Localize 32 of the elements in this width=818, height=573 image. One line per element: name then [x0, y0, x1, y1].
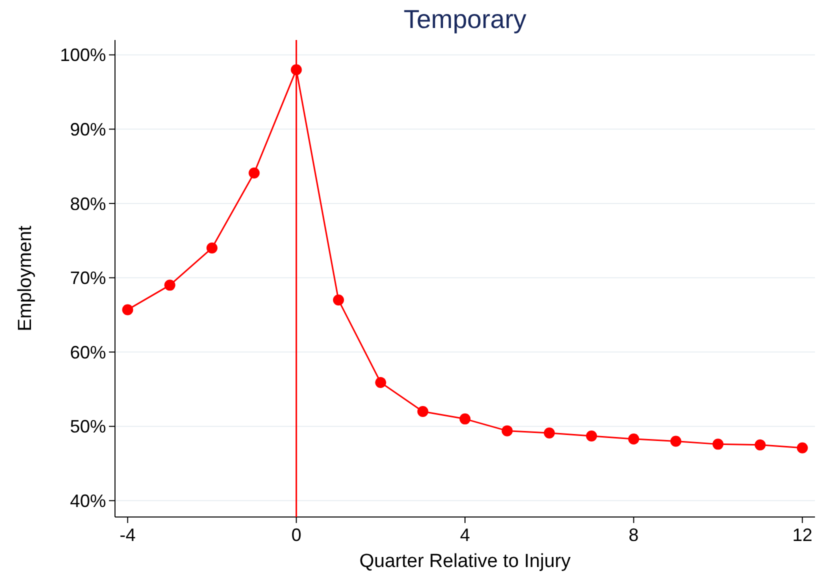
y-tick-label: 70%: [70, 268, 106, 288]
point: [754, 439, 766, 450]
point: [164, 280, 176, 291]
point: [206, 242, 218, 254]
point: [712, 438, 724, 450]
y-tick-label: 90%: [70, 119, 106, 140]
x-tick-label: 8: [628, 525, 639, 545]
x-tick-label: 12: [792, 525, 812, 545]
point: [628, 433, 640, 444]
point: [502, 425, 513, 436]
x-tick-label: 0: [291, 525, 302, 545]
point: [332, 294, 344, 306]
point: [248, 167, 260, 178]
y-tick-label: 50%: [70, 416, 106, 437]
y-axis-title: Employment: [15, 224, 36, 332]
point: [586, 430, 598, 442]
point: [375, 377, 386, 388]
x-axis-title: Quarter Relative to Injury: [359, 551, 572, 572]
point: [417, 406, 428, 417]
y-tick-label: 60%: [70, 342, 106, 362]
chart-title: Temporary: [404, 4, 526, 34]
y-tick-label: 80%: [70, 194, 106, 214]
y-tick-label: 100%: [60, 45, 106, 66]
x-tick-label: -4: [120, 525, 136, 545]
x-tick-label: 4: [460, 525, 470, 545]
point: [544, 428, 555, 439]
y-tick-label: 40%: [70, 490, 106, 511]
point: [290, 64, 302, 76]
point: [460, 413, 470, 424]
point: [670, 436, 682, 447]
point: [122, 304, 134, 316]
point: [796, 442, 808, 454]
